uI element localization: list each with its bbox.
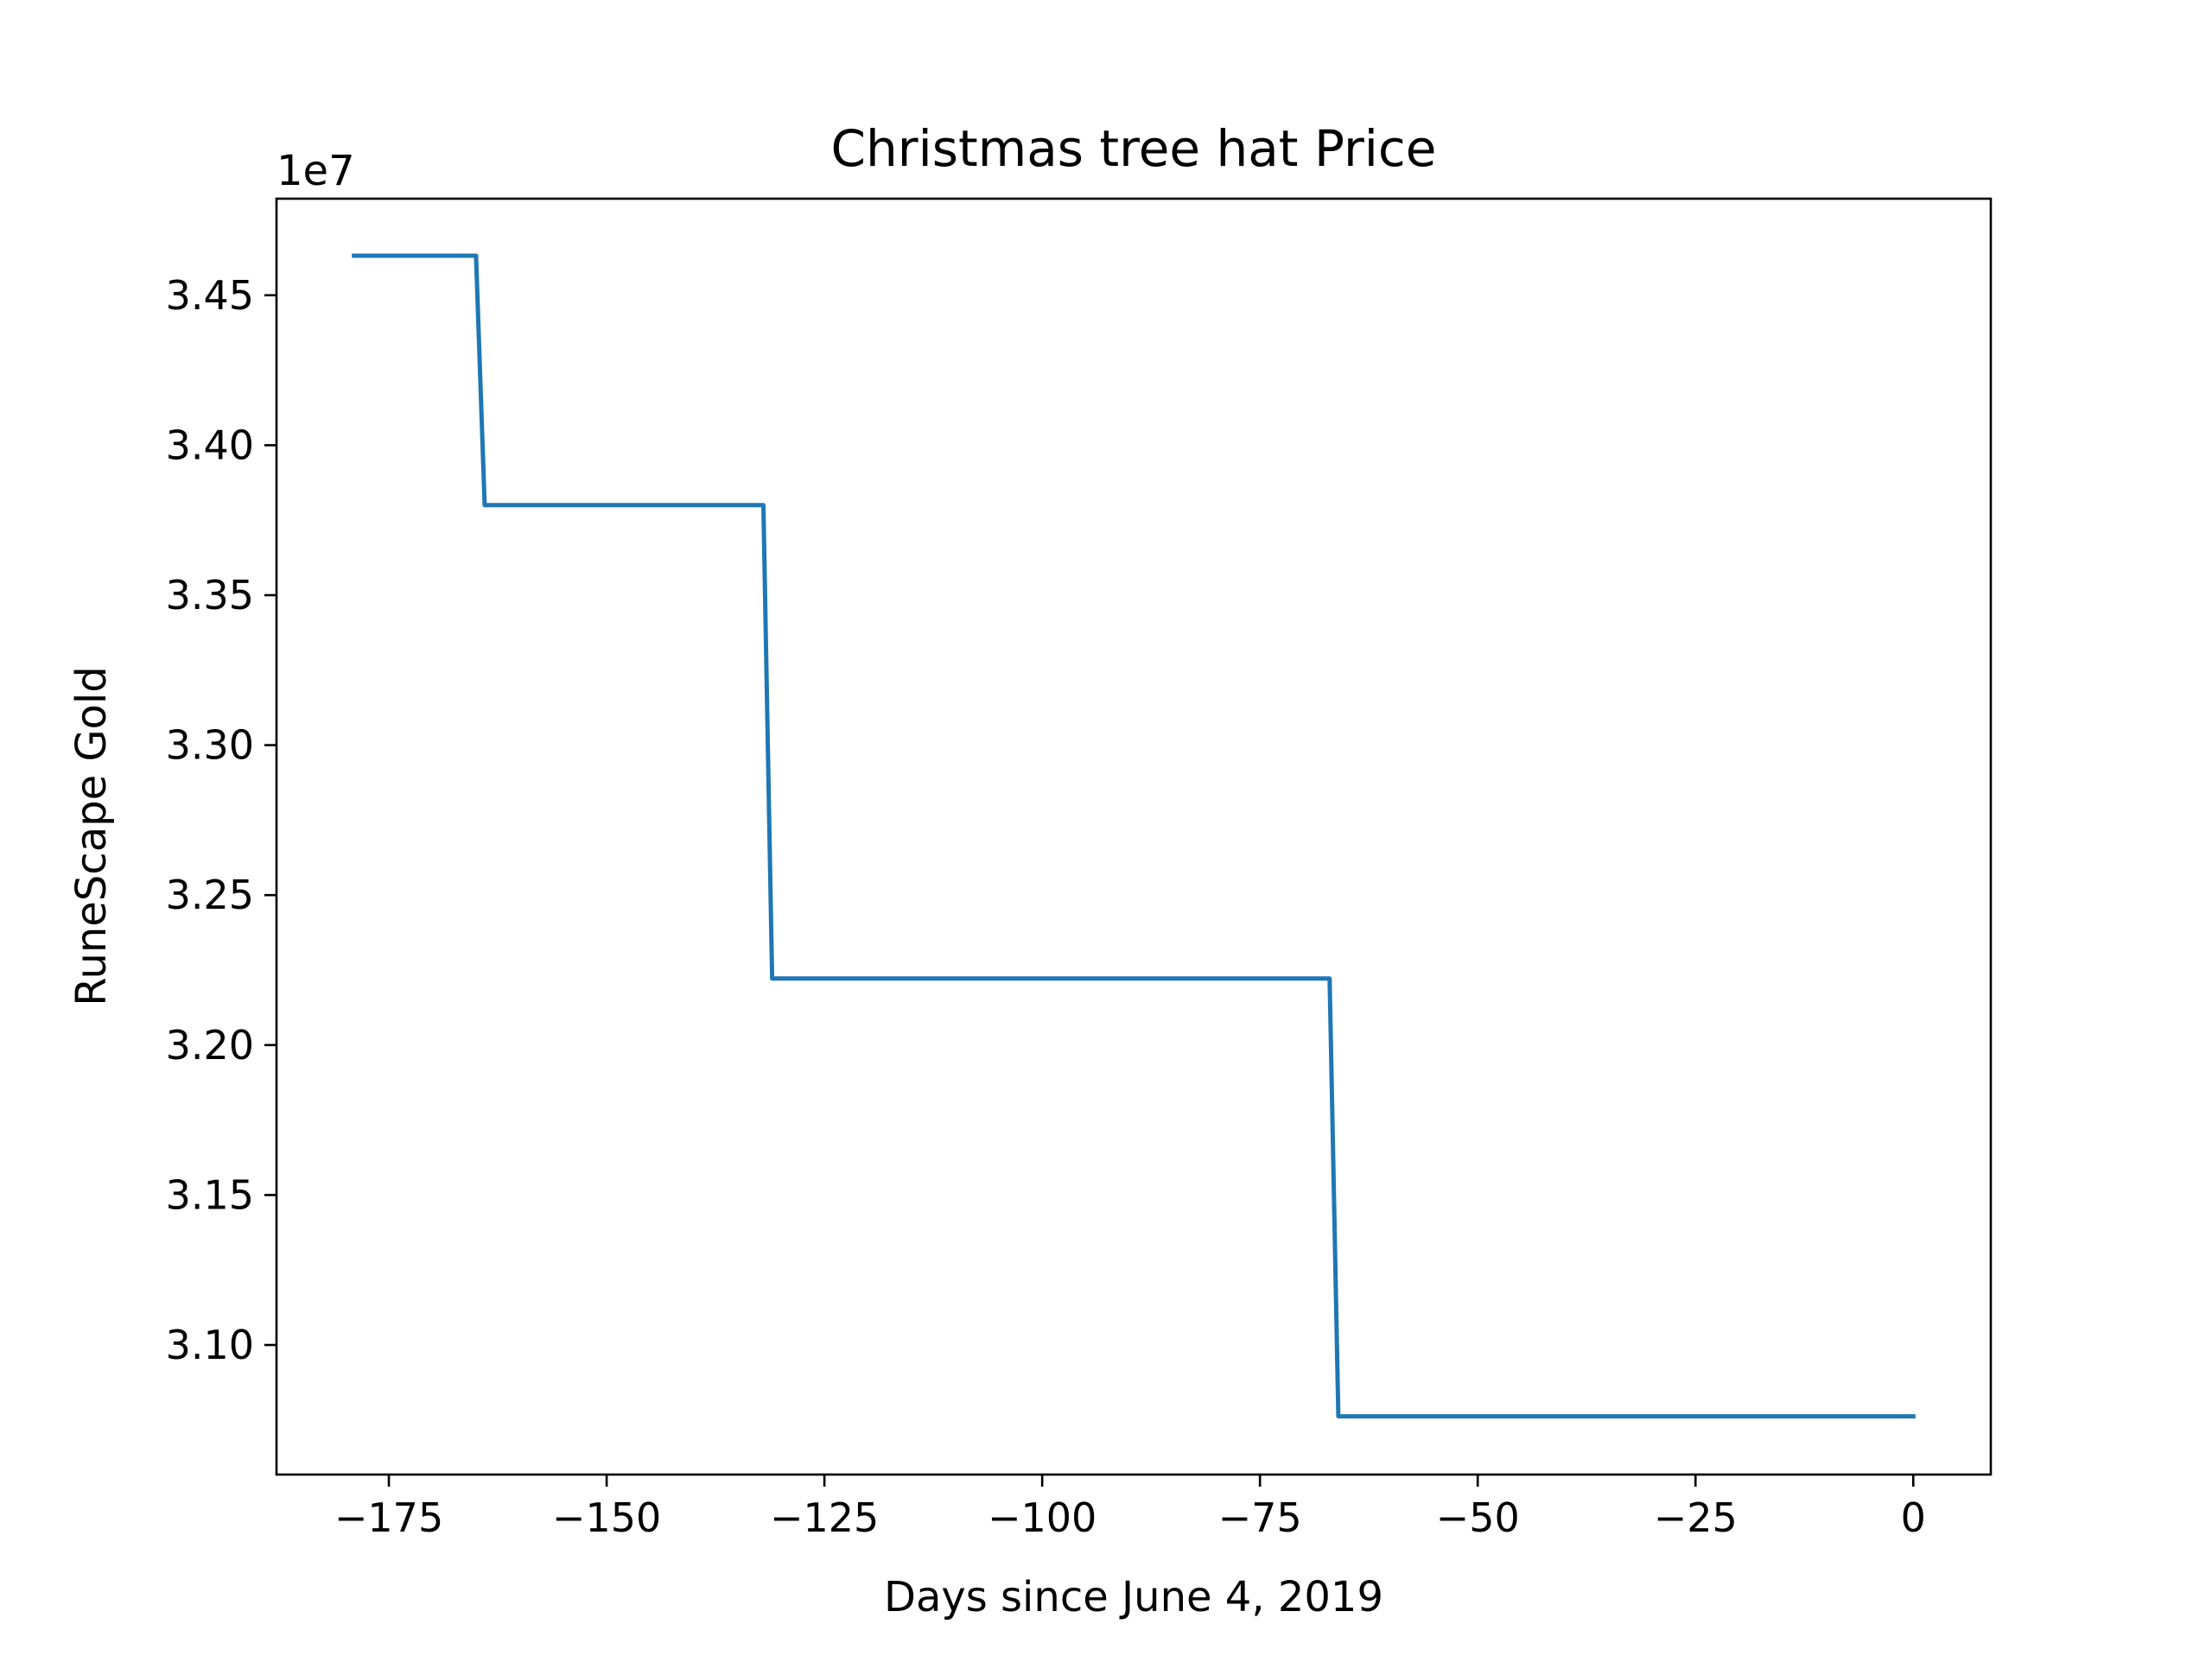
y-axis-offset-label: 1e7	[276, 147, 355, 195]
series-line-0	[352, 253, 1916, 1419]
y-tick-label: 3.10	[166, 1322, 254, 1368]
y-axis-ticks: 3.10 3.15 3.20 3.25 3.30 3.35 3.40 3.45	[166, 272, 276, 1368]
y-tick-label: 3.40	[166, 422, 254, 468]
y-tick-label: 3.25	[166, 872, 254, 918]
x-tick-label: −150	[552, 1494, 661, 1541]
plot-area-frame	[275, 197, 1993, 1476]
x-axis-ticks: −175 −150 −125 −100 −75 −50 −25 0	[334, 1475, 1926, 1541]
y-tick-label: 3.45	[166, 272, 254, 319]
x-tick-label: −75	[1218, 1494, 1302, 1541]
x-tick-label: −175	[334, 1494, 443, 1541]
y-tick-label: 3.35	[166, 572, 254, 618]
x-tick-label: −50	[1436, 1494, 1520, 1541]
chart-title: Christmas tree hat Price	[831, 119, 1437, 178]
y-tick-label: 3.20	[166, 1022, 254, 1069]
y-tick-label: 3.30	[166, 722, 254, 769]
series-layer	[352, 253, 1916, 1419]
x-tick-label: −100	[988, 1494, 1096, 1541]
x-axis-label: Days since June 4, 2019	[884, 1573, 1383, 1621]
y-tick-label: 3.15	[166, 1171, 254, 1218]
x-tick-label: −25	[1654, 1494, 1738, 1541]
x-tick-label: 0	[1901, 1494, 1926, 1541]
y-axis-label: RuneScape Gold	[67, 666, 116, 1005]
x-tick-label: −125	[770, 1494, 879, 1541]
